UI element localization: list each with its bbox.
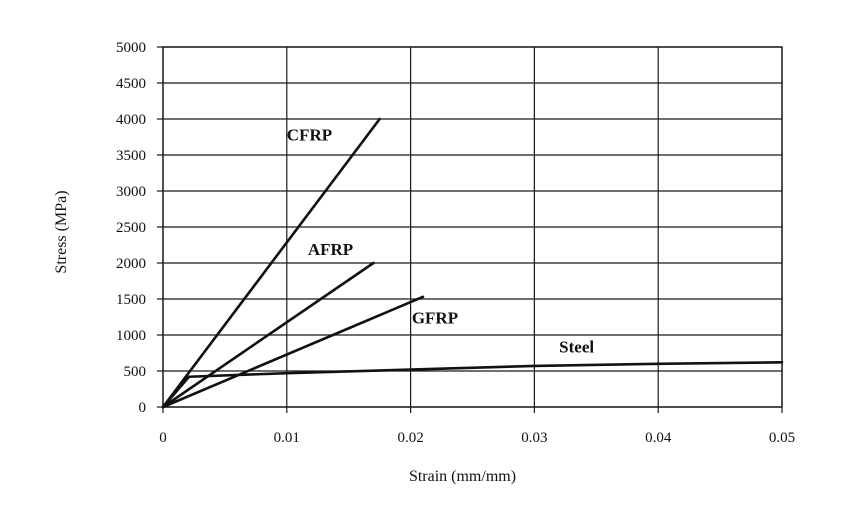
series-line-cfrp [161, 117, 381, 409]
plot-area-frame [162, 46, 783, 408]
y-tick-label: 3500 [116, 148, 146, 164]
x-tick-labels: 0 0.01 0.02 0.03 0.04 0.05 [159, 430, 795, 446]
series-line-steel [161, 361, 784, 409]
x-tick-label: 0.01 [274, 430, 300, 446]
series-lines [161, 117, 784, 409]
y-tick-label: 0 [139, 400, 147, 416]
series-label-gfrp: GFRP [412, 308, 458, 327]
y-tick-label: 1000 [116, 328, 146, 344]
y-tick-labels: 0 500 1000 1500 2000 2500 3000 3500 4000 4500 5000 [116, 40, 146, 416]
series-line-gfrp [161, 295, 425, 409]
series-label-afrp: AFRP [308, 240, 353, 259]
y-tick-label: 3000 [116, 184, 146, 200]
y-tick-label: 500 [124, 364, 147, 380]
x-tick-label: 0.04 [645, 430, 672, 446]
grid-lines [157, 46, 783, 413]
y-tick-label: 2500 [116, 220, 146, 236]
series-line-afrp [161, 261, 375, 409]
series-label-cfrp: CFRP [287, 126, 332, 145]
series-labels: CFRP AFRP GFRP Steel [287, 126, 595, 357]
y-tick-label: 2000 [116, 256, 146, 272]
y-axis-label: Stress (MPa) [53, 190, 70, 273]
x-tick-label: 0 [159, 430, 167, 446]
x-tick-label: 0.02 [397, 430, 423, 446]
series-label-steel: Steel [559, 337, 594, 356]
y-tick-label: 1500 [116, 292, 146, 308]
y-tick-label: 4000 [116, 112, 146, 128]
x-tick-label: 0.03 [521, 430, 547, 446]
x-tick-label: 0.05 [769, 430, 795, 446]
x-axis-label: Strain (mm/mm) [409, 468, 516, 485]
y-tick-label: 4500 [116, 76, 146, 92]
y-tick-label: 5000 [116, 40, 146, 56]
